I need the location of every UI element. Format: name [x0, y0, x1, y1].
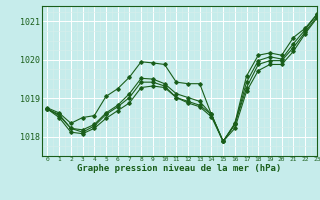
X-axis label: Graphe pression niveau de la mer (hPa): Graphe pression niveau de la mer (hPa)	[77, 164, 281, 173]
